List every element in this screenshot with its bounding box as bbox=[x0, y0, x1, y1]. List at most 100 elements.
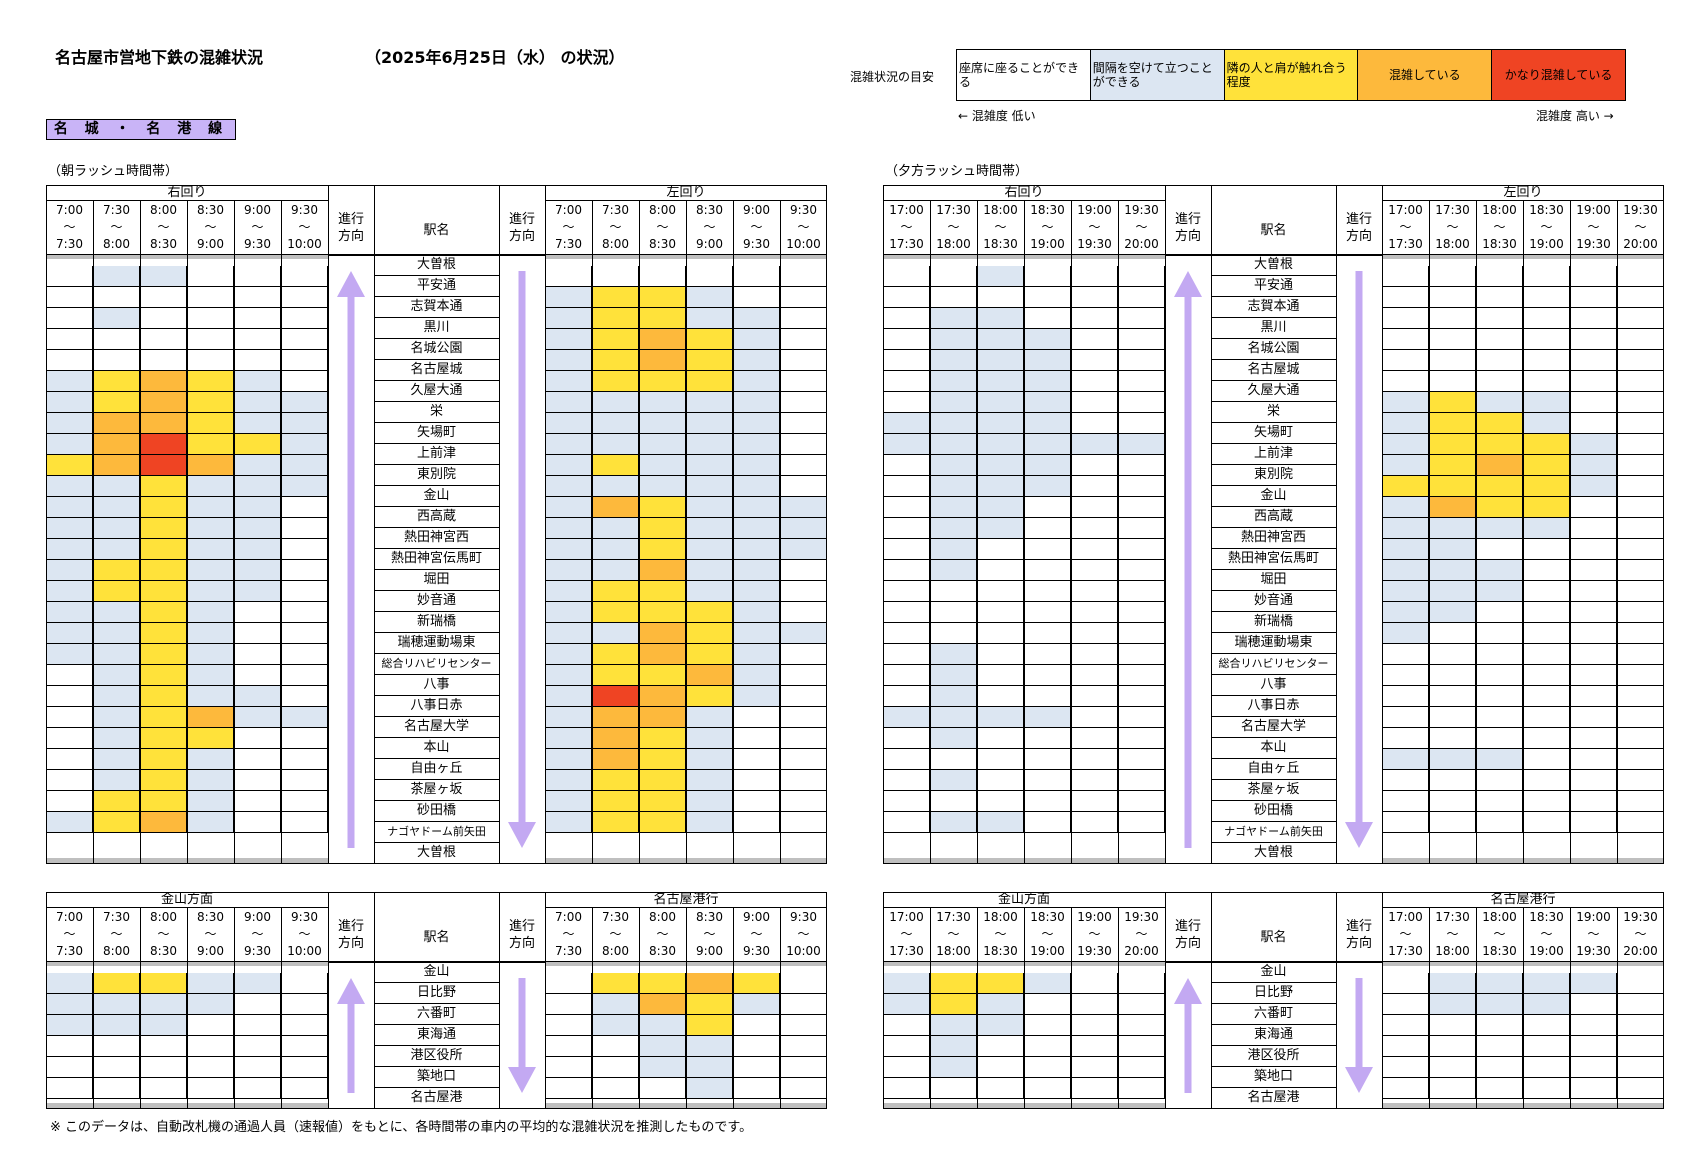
time-start: 19:00 bbox=[1077, 910, 1112, 924]
station-name: 志賀本通 bbox=[374, 297, 499, 318]
heatmap-cell bbox=[930, 475, 977, 497]
heatmap-cell bbox=[1071, 391, 1118, 413]
heatmap-cell bbox=[1476, 643, 1523, 665]
heatmap-cell bbox=[187, 391, 234, 413]
time-start: 19:30 bbox=[1623, 910, 1658, 924]
time-tilde: ～ bbox=[750, 927, 763, 941]
heatmap-cell bbox=[93, 1014, 140, 1036]
column-divider bbox=[1428, 908, 1430, 1109]
heatmap-cell bbox=[1523, 1077, 1570, 1099]
heatmap-cell bbox=[1024, 370, 1071, 392]
heatmap-cell bbox=[1570, 706, 1617, 728]
heatmap-cell bbox=[883, 993, 930, 1015]
heatmap-cell bbox=[46, 391, 93, 413]
heatmap-cell bbox=[1523, 580, 1570, 602]
arrow-down-icon bbox=[508, 271, 536, 848]
heatmap-cell bbox=[187, 706, 234, 728]
heatmap-cell bbox=[1382, 622, 1429, 644]
heatmap-cell bbox=[977, 972, 1024, 994]
heatmap-cell bbox=[686, 1077, 733, 1099]
station-name: 本山 bbox=[1211, 738, 1336, 759]
heatmap-cell bbox=[639, 972, 686, 994]
heatmap-cell bbox=[639, 328, 686, 350]
heatmap-cell bbox=[46, 643, 93, 665]
time-start: 19:30 bbox=[1124, 203, 1159, 217]
heatmap-cell bbox=[281, 790, 328, 812]
heatmap-cell bbox=[780, 517, 827, 539]
heatmap-cell bbox=[1429, 601, 1476, 623]
heatmap-cell bbox=[977, 685, 1024, 707]
heatmap-cell bbox=[1570, 811, 1617, 833]
heatmap-cell bbox=[883, 454, 930, 476]
heatmap-cell bbox=[545, 475, 592, 497]
heatmap-cell bbox=[234, 265, 281, 287]
heatmap-cell bbox=[187, 517, 234, 539]
heatmap-cell bbox=[1523, 993, 1570, 1015]
heatmap-cell bbox=[780, 972, 827, 994]
time-tilde: ～ bbox=[562, 220, 575, 234]
heatmap-cell bbox=[1617, 706, 1664, 728]
heatmap-cell bbox=[281, 727, 328, 749]
heatmap-cell bbox=[780, 286, 827, 308]
heatmap-cell bbox=[639, 538, 686, 560]
heatmap-cell bbox=[883, 559, 930, 581]
heatmap-cell bbox=[592, 993, 639, 1015]
heatmap-cell bbox=[1024, 349, 1071, 371]
heatmap-cell bbox=[930, 769, 977, 791]
heatmap-cell bbox=[639, 349, 686, 371]
column-divider bbox=[1335, 185, 1337, 864]
direction-header: 方向 bbox=[508, 229, 535, 244]
time-end: 19:00 bbox=[1030, 237, 1065, 251]
station-name: 八事日赤 bbox=[374, 696, 499, 717]
heatmap-cell bbox=[930, 1077, 977, 1099]
heatmap-cell bbox=[592, 328, 639, 350]
heatmap-cell bbox=[1382, 433, 1429, 455]
heatmap-cell bbox=[281, 769, 328, 791]
heatmap-cell bbox=[1118, 349, 1165, 371]
heatmap-cell bbox=[234, 706, 281, 728]
heatmap-cell bbox=[140, 496, 187, 518]
time-start: 8:00 bbox=[150, 203, 177, 217]
time-end: 20:00 bbox=[1623, 237, 1658, 251]
column-divider bbox=[1616, 201, 1618, 864]
column-divider bbox=[779, 201, 781, 864]
heatmap-cell bbox=[977, 1014, 1024, 1036]
heatmap-cell bbox=[545, 622, 592, 644]
time-tilde: ～ bbox=[298, 927, 311, 941]
heatmap-cell bbox=[187, 972, 234, 994]
heatmap-cell bbox=[780, 1035, 827, 1057]
heatmap-cell bbox=[686, 811, 733, 833]
heatmap-cell bbox=[1476, 328, 1523, 350]
heatmap-cell bbox=[977, 769, 1024, 791]
heatmap-cell bbox=[1476, 391, 1523, 413]
column-divider bbox=[1117, 201, 1119, 864]
heatmap-cell bbox=[1476, 811, 1523, 833]
heatmap-cell bbox=[187, 622, 234, 644]
heatmap-cell bbox=[187, 727, 234, 749]
column-divider bbox=[1070, 908, 1072, 1109]
heatmap-cell bbox=[977, 412, 1024, 434]
heatmap-cell bbox=[1382, 349, 1429, 371]
heatmap-cell bbox=[930, 727, 977, 749]
heatmap-cell bbox=[1118, 328, 1165, 350]
heatmap-cell bbox=[1476, 580, 1523, 602]
heatmap-cell bbox=[1382, 993, 1429, 1015]
heatmap-cell bbox=[639, 517, 686, 539]
heatmap-cell bbox=[1617, 811, 1664, 833]
station-name: 東別院 bbox=[1211, 465, 1336, 486]
heatmap-cell bbox=[46, 349, 93, 371]
heatmap-cell bbox=[46, 454, 93, 476]
heatmap-cell bbox=[977, 559, 1024, 581]
heatmap-cell bbox=[1382, 412, 1429, 434]
station-name: 金山 bbox=[1211, 962, 1336, 983]
heatmap-cell bbox=[780, 412, 827, 434]
heatmap-cell bbox=[1071, 1056, 1118, 1078]
heatmap-cell bbox=[93, 601, 140, 623]
column-divider bbox=[1070, 201, 1072, 864]
time-tilde: ～ bbox=[1587, 220, 1600, 234]
direction-header: 進行 bbox=[1345, 919, 1372, 934]
time-end: 9:00 bbox=[197, 944, 224, 958]
heatmap-cell bbox=[93, 748, 140, 770]
heatmap-cell bbox=[1071, 790, 1118, 812]
heatmap-cell bbox=[545, 391, 592, 413]
